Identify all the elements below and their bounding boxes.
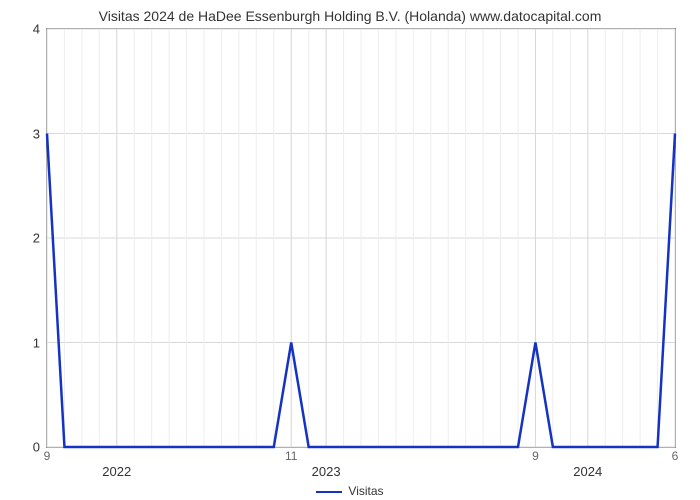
y-tick-label: 1 [10, 335, 40, 350]
series-line [47, 29, 675, 447]
x-below-label: 11 [285, 449, 297, 463]
x-year-label: 2022 [102, 464, 131, 479]
y-tick-label: 3 [10, 126, 40, 141]
plot-area [46, 28, 676, 448]
x-below-label: 9 [44, 449, 51, 463]
legend-swatch [316, 491, 342, 493]
y-tick-label: 0 [10, 440, 40, 455]
y-tick-label: 4 [10, 22, 40, 37]
legend-label: Visitas [348, 484, 383, 498]
x-below-label: 9 [532, 449, 539, 463]
visitas-chart: Visitas 2024 de HaDee Essenburgh Holding… [0, 0, 700, 500]
legend: Visitas [0, 484, 700, 498]
x-year-label: 2023 [312, 464, 341, 479]
x-below-label: 6 [672, 449, 679, 463]
x-year-label: 2024 [573, 464, 602, 479]
y-tick-label: 2 [10, 231, 40, 246]
chart-title: Visitas 2024 de HaDee Essenburgh Holding… [0, 8, 700, 24]
